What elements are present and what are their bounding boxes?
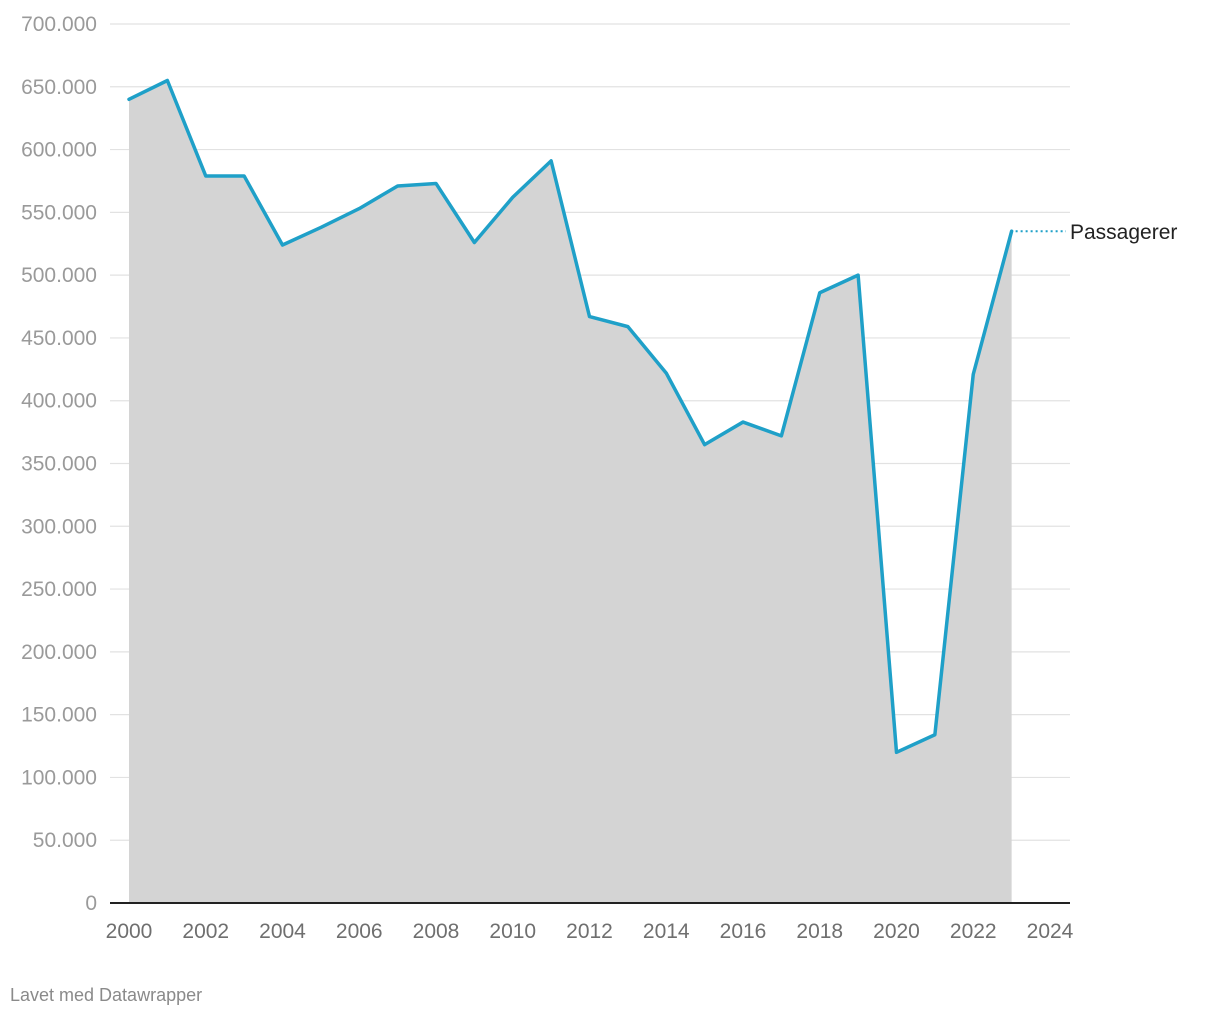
footer-credit: Lavet med Datawrapper [10, 985, 203, 1005]
y-tick-label: 0 [85, 892, 97, 915]
y-tick-label: 450.000 [21, 327, 97, 350]
y-tick-label: 50.000 [33, 829, 97, 852]
x-tick-label: 2000 [106, 920, 153, 943]
x-axis-ticks: 2000 2002 2004 2006 2008 2010 2012 2014 2016 2018… [106, 920, 1074, 943]
area-layer [129, 80, 1012, 903]
x-tick-label: 2022 [950, 920, 997, 943]
x-tick-label: 2016 [720, 920, 767, 943]
series-area [129, 80, 1012, 903]
y-tick-label: 600.000 [21, 139, 97, 162]
y-tick-label: 150.000 [21, 704, 97, 727]
y-tick-label: 700.000 [21, 13, 97, 36]
x-tick-label: 2006 [336, 920, 383, 943]
y-tick-label: 300.000 [21, 515, 97, 538]
x-tick-label: 2014 [643, 920, 690, 943]
y-tick-label: 350.000 [21, 453, 97, 476]
y-tick-label: 250.000 [21, 578, 97, 601]
series-line [127, 78, 1014, 755]
y-axis-ticks: 0 50.000 100.000 150.000 200.000 250.000 300.0… [21, 13, 97, 915]
y-tick-label: 100.000 [21, 766, 97, 789]
x-tick-label: 2010 [489, 920, 536, 943]
y-tick-label: 500.000 [21, 264, 97, 287]
series-label-layer: Passagerer [1015, 221, 1177, 244]
x-tick-label: 2018 [796, 920, 843, 943]
y-tick-label: 400.000 [21, 390, 97, 413]
series-label: Passagerer [1070, 221, 1177, 244]
y-tick-label: 650.000 [21, 76, 97, 99]
y-tick-label: 200.000 [21, 641, 97, 664]
y-tick-label: 550.000 [21, 201, 97, 224]
x-tick-label: 2020 [873, 920, 920, 943]
x-tick-label: 2004 [259, 920, 306, 943]
x-tick-label: 2024 [1027, 920, 1074, 943]
x-tick-label: 2008 [413, 920, 460, 943]
x-tick-label: 2012 [566, 920, 613, 943]
line-layer [127, 78, 1014, 755]
x-tick-label: 2002 [182, 920, 229, 943]
